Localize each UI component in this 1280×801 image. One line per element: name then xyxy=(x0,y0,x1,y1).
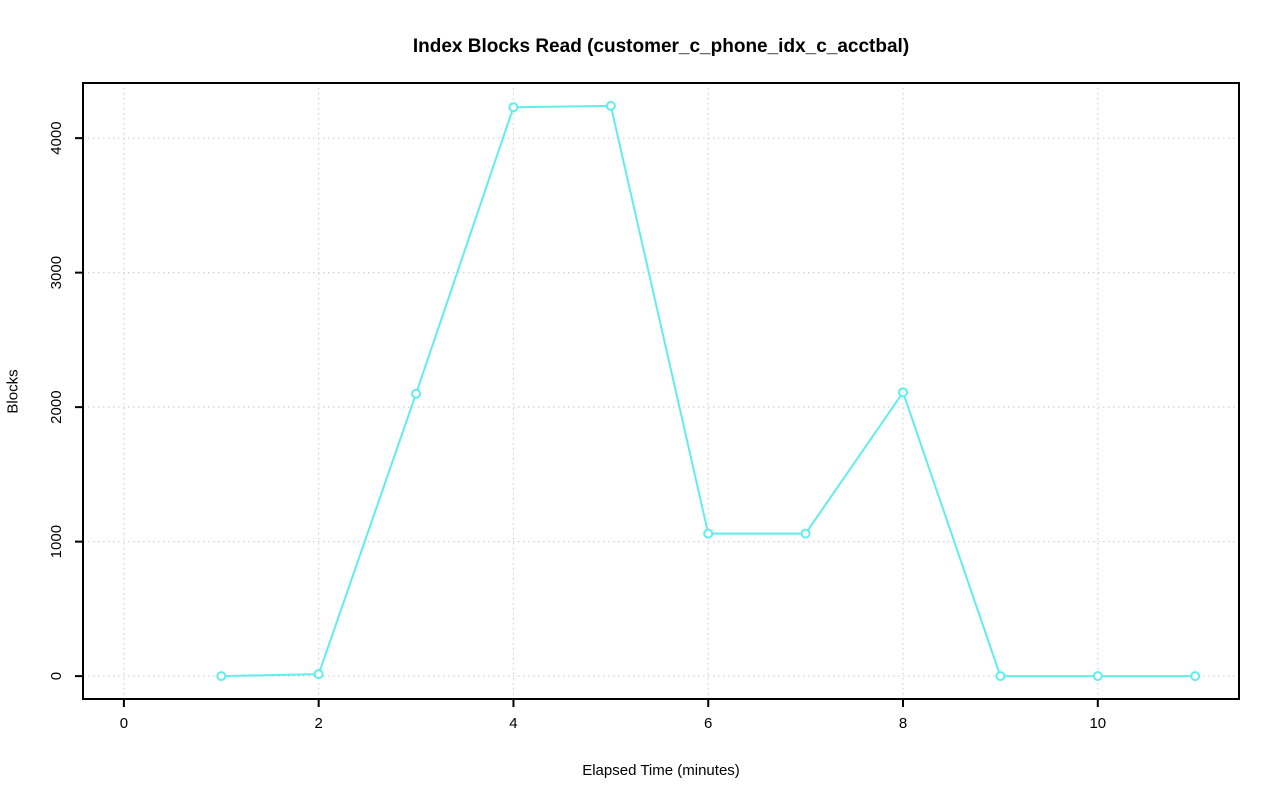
data-series xyxy=(216,100,1201,682)
axes: 0 2 4 6 8 10 0 1000 2000 3000 4000 xyxy=(48,121,1106,732)
data-point xyxy=(1190,671,1201,682)
y-tick-label: 1000 xyxy=(48,525,65,558)
data-point xyxy=(800,528,811,539)
data-point xyxy=(995,671,1006,682)
data-point xyxy=(1092,671,1103,682)
data-point xyxy=(508,102,519,113)
data-point xyxy=(703,528,714,539)
data-point xyxy=(605,100,616,111)
y-tick-label: 3000 xyxy=(48,256,65,289)
grid-lines xyxy=(83,83,1239,699)
y-axis-label: Blocks xyxy=(4,369,22,414)
y-tick-label: 2000 xyxy=(48,390,65,423)
x-tick-label: 0 xyxy=(120,715,128,732)
x-axis-label: Elapsed Time (minutes) xyxy=(582,762,740,779)
y-tick-label: 4000 xyxy=(48,121,65,154)
data-point xyxy=(898,387,909,398)
data-point xyxy=(313,669,324,680)
y-tick-label: 0 xyxy=(48,672,65,680)
data-point xyxy=(411,388,422,399)
x-tick-label: 10 xyxy=(1089,715,1106,732)
chart-title: Index Blocks Read (customer_c_phone_idx_… xyxy=(412,36,910,57)
data-point xyxy=(216,671,227,682)
plot-border xyxy=(82,82,1240,700)
x-tick-label: 2 xyxy=(315,715,323,732)
data-line xyxy=(220,104,1197,678)
x-tick-label: 8 xyxy=(899,715,907,732)
x-tick-label: 4 xyxy=(509,715,517,732)
x-tick-label: 6 xyxy=(704,715,712,732)
